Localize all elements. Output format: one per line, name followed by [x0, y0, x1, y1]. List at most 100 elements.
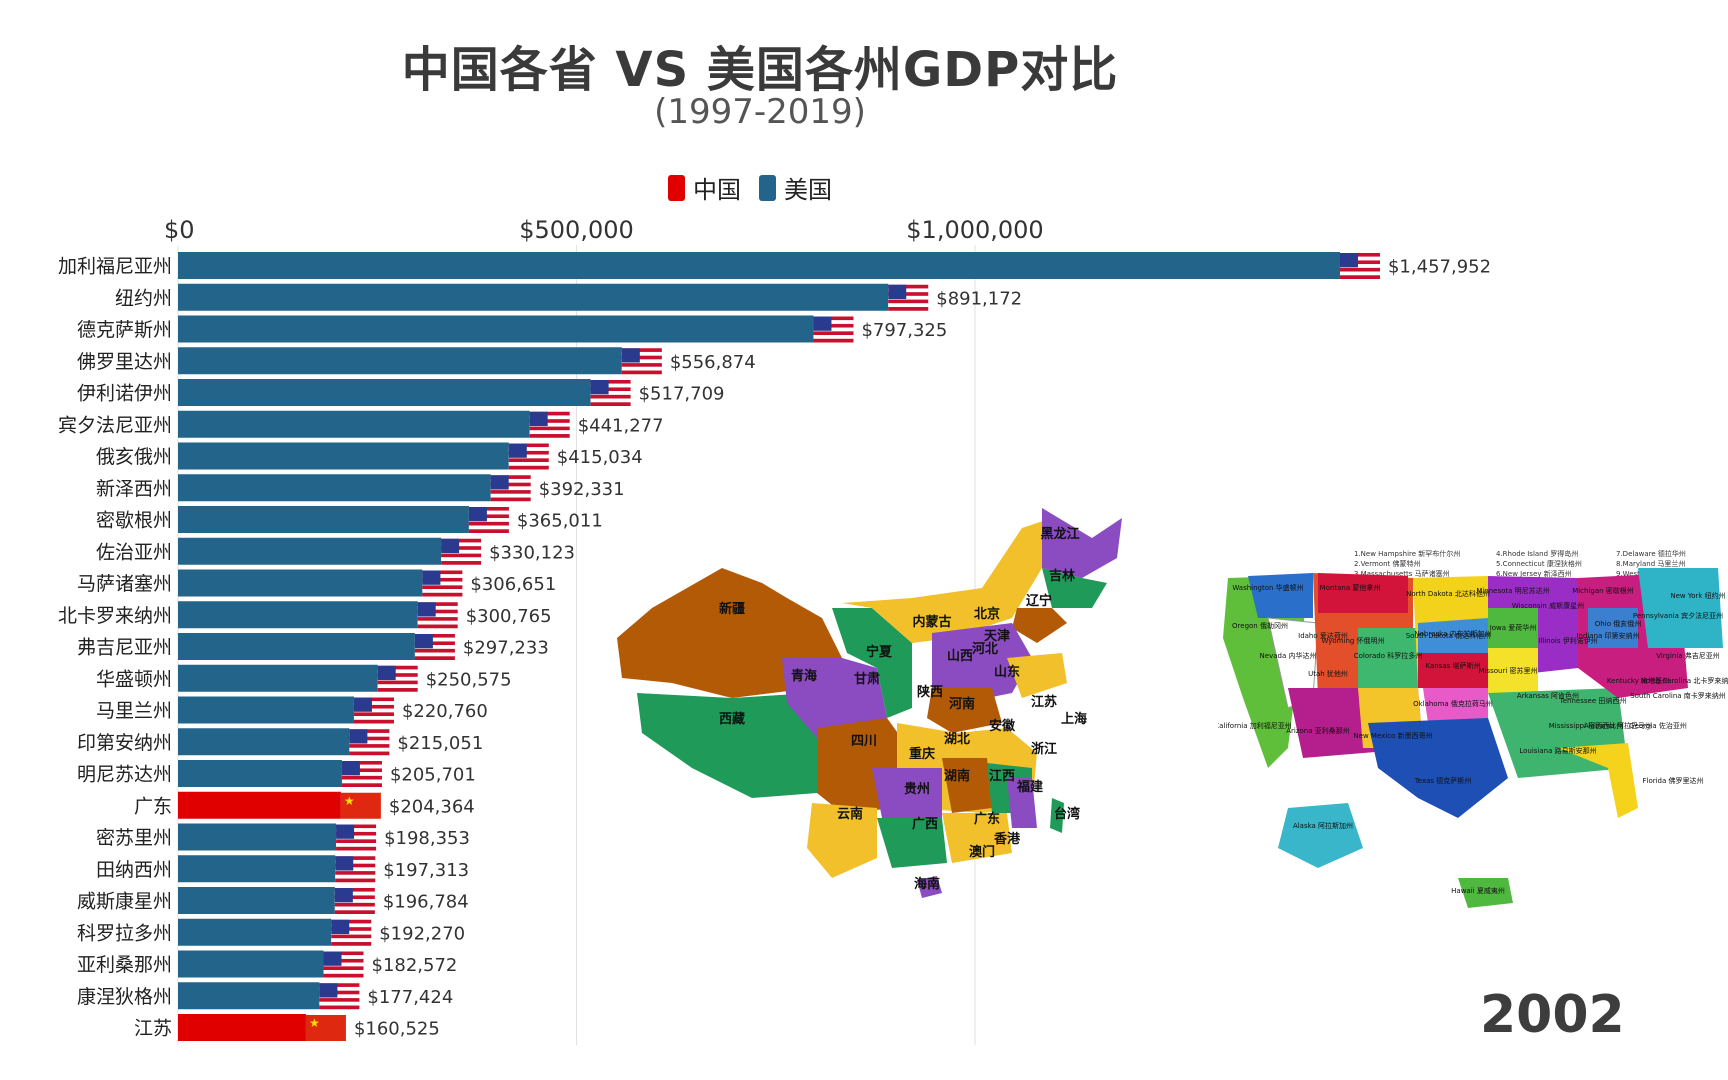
- china-map-label: 江苏: [1031, 694, 1057, 710]
- flag-canton: [353, 697, 372, 712]
- x-tick-labels: $0 $500,000 $1,000,000: [164, 216, 1044, 244]
- bar: [178, 474, 491, 502]
- usa-map-label: Washington 华盛顿州: [1232, 583, 1303, 592]
- value-label: $415,034: [557, 447, 643, 468]
- flag-stripe: [335, 871, 376, 875]
- bar: [178, 950, 324, 978]
- china-flag-icon: ★: [340, 792, 381, 819]
- usa-map: 1.New Hampshire 新罕布什尔州 2.Vermont 佛蒙特州 3.…: [1218, 549, 1728, 908]
- flag-stripe: [813, 335, 854, 339]
- flag-stripe: [335, 859, 376, 864]
- value-label: $556,874: [670, 352, 756, 373]
- flag-canton: [813, 316, 832, 331]
- chart-subtitle: (1997-2019): [654, 92, 866, 132]
- bar-row: 马里兰州 $220,760: [96, 696, 488, 724]
- flag-stripe: [813, 323, 854, 328]
- flag-stripe: [414, 656, 455, 660]
- legend-swatch-usa: [759, 174, 776, 201]
- china-map-label: 贵州: [904, 781, 930, 797]
- bar-row: 密苏里州 $198,353: [96, 823, 470, 851]
- flag-canton: [468, 507, 487, 522]
- flag-stripe: [331, 942, 372, 946]
- flag-stripe: [349, 740, 390, 745]
- flag-stripe: [888, 292, 929, 296]
- value-label: $160,525: [354, 1019, 440, 1040]
- x-tick-label: $1,000,000: [906, 216, 1043, 244]
- usa-flag-icon: [335, 856, 376, 883]
- usa-map-label: Minnesota 明尼苏达州: [1476, 586, 1549, 595]
- usa-flag-icon: [468, 507, 509, 533]
- china-map-label: 山西: [947, 648, 973, 664]
- flag-stripe: [468, 525, 509, 530]
- flag-stripe: [331, 930, 372, 935]
- china-region-yunnan: [807, 803, 877, 878]
- chart-title: 中国各省 VS 美国各州GDP对比: [401, 42, 1119, 98]
- flag-stripe: [621, 366, 662, 371]
- value-label: $441,277: [578, 415, 664, 436]
- value-label: $220,760: [402, 701, 488, 722]
- flag-stripe: [590, 402, 631, 406]
- flag-stripe: [1339, 267, 1380, 272]
- flag-stripe: [377, 680, 418, 685]
- usa-map-label: Illinois 伊利诺伊州: [1538, 636, 1597, 645]
- china-region-gansu: [832, 608, 912, 718]
- value-label: $182,572: [372, 955, 458, 976]
- usa-flag-icon: [319, 983, 360, 1010]
- usa-map-label: Wyoming 怀俄明州: [1321, 636, 1384, 645]
- category-label: 宾夕法尼亚州: [58, 414, 172, 436]
- flag-stripe: [529, 422, 570, 427]
- usa-map-label: Iowa 爱荷华州: [1490, 623, 1537, 632]
- flag-stripe: [422, 570, 463, 575]
- usa-map-label: Georgia 佐治亚州: [1629, 721, 1687, 730]
- bar: [178, 823, 337, 851]
- category-label: 科罗拉多州: [77, 922, 172, 944]
- flag-stripe: [323, 958, 364, 963]
- flag-canton: [341, 761, 360, 776]
- bar: [178, 442, 509, 470]
- china-map-label: 江西: [989, 768, 1015, 784]
- flag-stripe: [888, 303, 929, 308]
- category-label: 马萨诸塞州: [77, 573, 172, 595]
- flag-stripe: [377, 684, 418, 689]
- china-region-fujian: [1007, 778, 1037, 828]
- china-region-heilongjiang: [1042, 508, 1122, 578]
- flag-stripe: [341, 775, 382, 780]
- flag-stripe: [590, 391, 631, 395]
- value-label: $198,353: [384, 828, 470, 849]
- flag-stripe: [334, 910, 375, 914]
- usa-map-label: North Dakota 北达科他州: [1406, 589, 1490, 598]
- flag-stripe: [377, 676, 418, 681]
- flag-stripe: [377, 669, 418, 674]
- flag-stripe: [336, 828, 377, 832]
- flag-stripe: [508, 443, 549, 448]
- usa-map-label: Ohio 俄亥俄州: [1595, 619, 1641, 628]
- flag-stripe: [334, 899, 375, 903]
- flag-stripe: [414, 645, 455, 649]
- usa-region-missouri: [1488, 648, 1538, 693]
- bar: [178, 887, 335, 914]
- bar: [178, 601, 418, 629]
- flag-stripe: [336, 843, 377, 847]
- usa-map-label: Alaska 阿拉斯加州: [1293, 821, 1353, 830]
- flag-stripe: [1339, 260, 1380, 265]
- bar-row: 康涅狄格州 $177,424: [77, 982, 453, 1010]
- usa-note-4: 4.Rhode Island 罗得岛州: [1496, 549, 1578, 558]
- flag-canton: [529, 411, 548, 427]
- bar: [178, 982, 320, 1010]
- bar: [178, 760, 342, 787]
- usa-note-2: 2.Vermont 佛蒙特州: [1354, 559, 1421, 568]
- bar-row: 加利福尼亚州 $1,457,952: [58, 252, 1491, 279]
- flag-stripe: [590, 383, 631, 388]
- bar: [178, 347, 622, 375]
- usa-note-1: 1.New Hampshire 新罕布什尔州: [1354, 549, 1460, 558]
- flag-stripe: [417, 613, 458, 618]
- value-label: $365,011: [517, 511, 603, 532]
- flag-stripe: [341, 779, 382, 784]
- flag-canton: [422, 570, 441, 585]
- flag-stripe: [888, 307, 929, 311]
- flag-stripe: [468, 521, 509, 526]
- flag-stripe: [417, 624, 458, 629]
- value-label: $177,424: [367, 987, 453, 1008]
